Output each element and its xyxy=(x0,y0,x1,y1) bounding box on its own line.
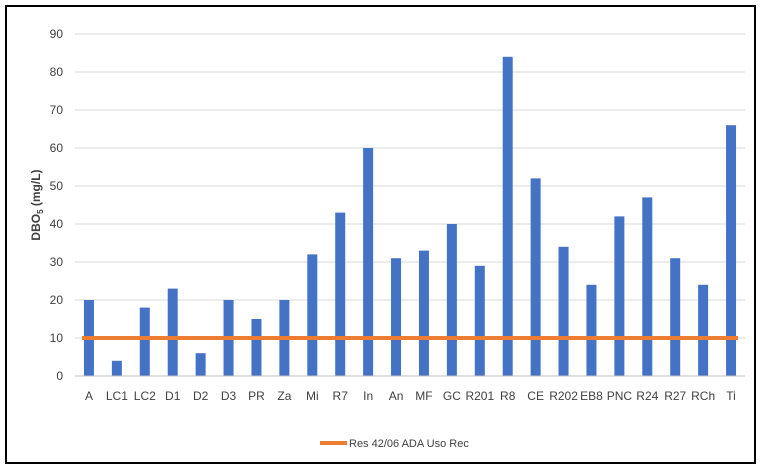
bars xyxy=(83,56,737,377)
bar-R201 xyxy=(474,265,485,376)
x-tick-label: CE xyxy=(527,389,544,403)
y-tick-label: 10 xyxy=(50,331,64,345)
bar-R7 xyxy=(335,212,346,376)
bar-EB8 xyxy=(586,284,597,376)
bar-PNC xyxy=(614,216,625,376)
x-tick-label: R8 xyxy=(500,389,516,403)
bar-GC xyxy=(446,224,457,376)
x-tick-label: Za xyxy=(277,389,291,403)
bar-R202 xyxy=(558,246,569,376)
bar-R24 xyxy=(642,197,653,376)
y-tick-label: 0 xyxy=(56,369,63,383)
bar-D2 xyxy=(195,353,206,376)
x-tick-label: R27 xyxy=(664,389,686,403)
x-tick-label: D1 xyxy=(165,389,181,403)
x-tick-label: EB8 xyxy=(580,389,603,403)
x-tick-label: An xyxy=(389,389,404,403)
x-tick-label: R202 xyxy=(549,389,578,403)
x-tick-label: A xyxy=(85,389,93,403)
bar-Ti xyxy=(726,125,737,376)
y-tick-label: 80 xyxy=(50,65,64,79)
y-tick-label: 50 xyxy=(50,179,64,193)
bar-PR xyxy=(251,319,262,376)
x-tick-label: R24 xyxy=(636,389,658,403)
x-tick-label: R7 xyxy=(333,389,349,403)
y-tick-label: 90 xyxy=(50,27,64,41)
x-tick-label: LC2 xyxy=(134,389,156,403)
x-tick-label: RCh xyxy=(691,389,715,403)
y-tick-label: 70 xyxy=(50,103,64,117)
legend: Res 42/06 ADA Uso Rec xyxy=(320,438,469,450)
y-axis-ticks: 0 10 20 30 40 50 60 70 80 90 xyxy=(50,27,64,383)
x-tick-label: Mi xyxy=(306,389,319,403)
x-axis-ticks: A LC1 LC2 D1 D2 D3 PR Za Mi R7 In An MF GC R201 R8 CE R20… xyxy=(85,389,736,403)
bar-An xyxy=(391,258,402,376)
y-tick-label: 20 xyxy=(50,293,64,307)
y-tick-label: 30 xyxy=(50,255,64,269)
bar-MF xyxy=(418,250,429,376)
x-tick-label: D2 xyxy=(193,389,209,403)
x-tick-label: PR xyxy=(248,389,265,403)
bar-D1 xyxy=(167,288,178,376)
x-tick-label: PNC xyxy=(607,389,633,403)
chart-frame xyxy=(5,5,756,464)
x-tick-label: LC1 xyxy=(106,389,128,403)
x-tick-label: Ti xyxy=(726,389,736,403)
legend-label: Res 42/06 ADA Uso Rec xyxy=(349,438,469,450)
bar-Mi xyxy=(307,254,318,376)
bar-R27 xyxy=(670,258,681,376)
bar-In xyxy=(363,148,374,376)
x-tick-label: R201 xyxy=(465,389,494,403)
bar-RCh xyxy=(698,284,709,376)
y-tick-label: 60 xyxy=(50,141,64,155)
x-tick-label: D3 xyxy=(221,389,237,403)
x-tick-label: GC xyxy=(443,389,461,403)
y-axis-label: DBO5 (mg/L) xyxy=(29,169,45,240)
bar-R8 xyxy=(502,56,513,377)
x-tick-label: MF xyxy=(415,389,432,403)
bar-LC2 xyxy=(139,307,150,376)
y-tick-label: 40 xyxy=(50,217,64,231)
bar-LC1 xyxy=(111,360,122,376)
x-tick-label: In xyxy=(363,389,373,403)
bar-CE xyxy=(530,178,541,376)
